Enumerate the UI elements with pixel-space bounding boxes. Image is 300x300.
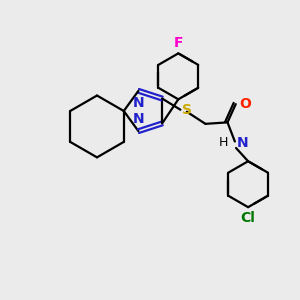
Text: N: N: [236, 136, 248, 150]
Text: N: N: [133, 96, 144, 110]
Text: Cl: Cl: [241, 211, 256, 225]
Text: F: F: [174, 36, 183, 50]
Text: H: H: [219, 136, 228, 149]
Text: O: O: [239, 97, 251, 111]
Text: N: N: [133, 112, 144, 126]
Text: S: S: [182, 103, 192, 117]
